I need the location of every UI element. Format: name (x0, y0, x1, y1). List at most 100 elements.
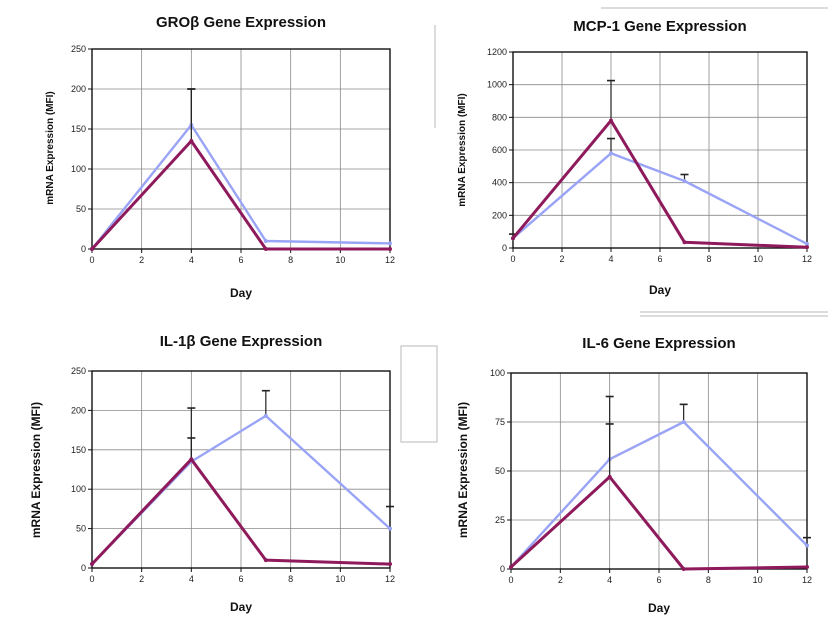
y-tick-label: 250 (71, 366, 86, 376)
plot-area: 0 2 4 6 8 10 12 0 200 400 600 800 1000 1200 (487, 47, 812, 264)
data-point (90, 562, 94, 567)
x-axis-label: Day (649, 283, 671, 297)
y-tick-label: 600 (492, 145, 507, 155)
chart-panel-gro-beta: GROβ Gene Expression Day mRNA Expression… (45, 14, 395, 300)
y-tick-label: 800 (492, 112, 507, 122)
series-dark-magenta (509, 79, 809, 250)
series-line (90, 123, 392, 251)
data-point (682, 240, 687, 245)
y-tick-label: 200 (492, 210, 507, 220)
plot-area: 0 2 4 6 8 10 12 0 25 50 75 100 (490, 368, 812, 585)
y-tick-label: 150 (71, 445, 86, 455)
x-tick-label: 0 (508, 575, 513, 585)
data-point (388, 526, 392, 531)
data-point (263, 239, 268, 243)
y-tick-label: 200 (71, 84, 86, 94)
chart-title: IL-1β Gene Expression (160, 333, 323, 350)
series-line (511, 152, 809, 246)
y-tick-label: 0 (81, 244, 86, 254)
plot-area: 0 2 4 6 8 10 12 0 50 100 150 200 250 (71, 44, 395, 265)
chart-panel-il-1-beta: IL-1β Gene Expression Day mRNA Expressio… (29, 333, 395, 614)
x-tick-label: 4 (189, 574, 194, 584)
y-tick-label: 150 (71, 124, 86, 134)
data-point (681, 567, 686, 571)
chart-title: MCP-1 Gene Expression (573, 18, 746, 35)
y-tick-label: 200 (71, 405, 86, 415)
x-tick-label: 8 (288, 574, 293, 584)
series-dark-magenta (90, 88, 392, 251)
plot-area: 0 2 4 6 8 10 12 0 50 100 150 200 250 (71, 366, 395, 584)
x-tick-label: 2 (559, 254, 564, 264)
x-tick-label: 12 (385, 255, 395, 265)
series-dark-magenta (90, 407, 392, 567)
data-point (805, 543, 809, 548)
data-point (509, 565, 513, 570)
x-tick-label: 6 (656, 575, 661, 585)
chart-title: IL-6 Gene Expression (582, 335, 735, 352)
data-point (189, 457, 194, 462)
data-point (263, 247, 268, 251)
data-point (805, 565, 809, 570)
x-tick-label: 8 (706, 575, 711, 585)
y-tick-label: 400 (492, 178, 507, 188)
data-point (607, 474, 612, 479)
y-tick-label: 75 (495, 417, 505, 427)
x-tick-label: 6 (238, 255, 243, 265)
y-axis-label: mRNA Expression (MFI) (45, 91, 56, 205)
chart-title: GROβ Gene Expression (156, 14, 326, 31)
data-point (189, 139, 194, 143)
y-axis-label: mRNA Expression (MFI) (29, 402, 43, 538)
y-tick-label: 100 (71, 484, 86, 494)
x-tick-label: 12 (802, 575, 812, 585)
x-tick-label: 12 (802, 254, 812, 264)
x-tick-label: 10 (753, 254, 763, 264)
data-point (805, 241, 809, 246)
y-tick-label: 0 (500, 564, 505, 574)
y-tick-label: 50 (76, 524, 86, 534)
data-point (609, 118, 613, 123)
data-point (681, 420, 686, 424)
data-point (263, 558, 268, 563)
x-tick-label: 10 (335, 574, 345, 584)
x-tick-label: 6 (657, 254, 662, 264)
series-line (511, 119, 809, 249)
x-tick-label: 4 (607, 575, 612, 585)
y-tick-label: 25 (495, 515, 505, 525)
plot-frame (510, 372, 808, 570)
plot-frame (91, 48, 391, 250)
x-tick-label: 0 (89, 574, 94, 584)
data-point (90, 247, 94, 251)
y-tick-label: 250 (71, 44, 86, 54)
x-tick-label: 4 (189, 255, 194, 265)
chart-panel-il-6: IL-6 Gene Expression Day mRNA Expression… (456, 335, 812, 615)
chart-panel-mcp-1: MCP-1 Gene Expression Day mRNA Expressio… (457, 18, 812, 297)
y-tick-label: 1000 (487, 80, 507, 90)
x-tick-label: 0 (510, 254, 515, 264)
x-tick-label: 2 (139, 574, 144, 584)
x-tick-label: 12 (385, 574, 395, 584)
series-line (90, 139, 392, 251)
series-line (90, 457, 392, 566)
series-line (509, 475, 809, 571)
data-point (388, 247, 392, 251)
plot-frame (91, 370, 391, 569)
x-axis-label: Day (648, 601, 670, 615)
plot-frame (512, 51, 808, 249)
data-point (609, 151, 613, 156)
y-tick-label: 0 (81, 563, 86, 573)
x-axis-label: Day (230, 600, 252, 614)
x-axis-label: Day (230, 286, 252, 300)
data-point (511, 236, 515, 241)
data-point (388, 562, 392, 567)
x-tick-label: 10 (335, 255, 345, 265)
x-tick-label: 4 (608, 254, 613, 264)
x-tick-label: 2 (558, 575, 563, 585)
y-axis-label: mRNA Expression (MFI) (456, 402, 470, 538)
x-tick-label: 2 (139, 255, 144, 265)
x-tick-label: 8 (288, 255, 293, 265)
data-point (263, 413, 268, 418)
y-tick-label: 100 (71, 164, 86, 174)
x-tick-label: 8 (706, 254, 711, 264)
y-tick-label: 50 (76, 204, 86, 214)
